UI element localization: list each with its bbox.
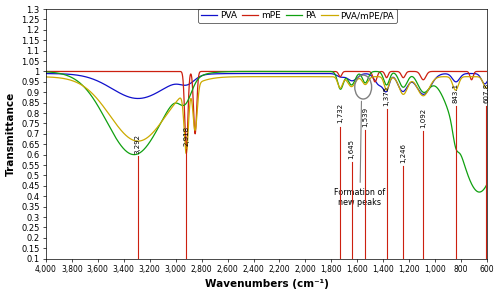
mPE [243,70,249,73]
PA [243,70,249,73]
PVA/mPE/PA [350,84,356,88]
PVA/mPE/PA [43,75,49,79]
PVA [243,72,249,75]
PVA/mPE/PA [234,75,240,78]
PVA/mPE/PA [442,75,448,78]
Text: 843.1: 843.1 [452,83,458,103]
PVA/mPE/PA [240,75,246,78]
Text: Formation of
new peaks: Formation of new peaks [334,101,386,207]
mPE [228,70,234,73]
PA [484,182,490,186]
PA [43,70,49,74]
Text: 607.8: 607.8 [483,82,489,103]
Line: PVA: PVA [46,73,487,99]
PVA/mPE/PA [243,75,249,78]
PVA [135,97,141,100]
mPE [350,70,356,73]
Line: PA: PA [46,71,487,192]
PVA [312,72,318,75]
Text: 1,246: 1,246 [400,143,406,163]
Line: PVA/mPE/PA: PVA/mPE/PA [46,77,487,153]
Legend: PVA, mPE, PA, PVA/mPE/PA: PVA, mPE, PA, PVA/mPE/PA [198,9,397,23]
Text: 2,918: 2,918 [184,126,190,146]
PVA [484,80,490,83]
PVA/mPE/PA [184,152,190,155]
PVA [43,72,49,75]
Text: 3,292: 3,292 [134,134,140,154]
PVA [234,72,240,75]
PA [234,70,240,73]
PVA/mPE/PA [484,86,490,89]
PA [240,70,246,73]
PA [476,190,482,194]
PA [228,70,234,73]
PVA [240,72,246,75]
PVA [228,72,234,75]
PVA/mPE/PA [228,75,234,79]
Text: 1,645: 1,645 [348,139,354,159]
mPE [442,70,448,73]
PVA/mPE/PA [322,75,328,78]
mPE [184,149,190,152]
Line: mPE: mPE [46,71,487,150]
Text: 1,539: 1,539 [362,106,368,127]
Text: 1,732: 1,732 [337,103,343,123]
mPE [240,70,246,73]
PA [350,83,356,86]
mPE [43,70,49,73]
mPE [234,70,240,73]
Text: 1,092: 1,092 [420,107,426,128]
mPE [484,70,490,73]
Y-axis label: Transmittance: Transmittance [6,92,16,176]
PA [318,70,324,73]
Text: 1,375: 1,375 [384,86,390,106]
PA [442,101,448,104]
PVA [442,72,448,76]
X-axis label: Wavenumbers (cm⁻¹): Wavenumbers (cm⁻¹) [204,279,328,289]
PVA [350,79,356,83]
